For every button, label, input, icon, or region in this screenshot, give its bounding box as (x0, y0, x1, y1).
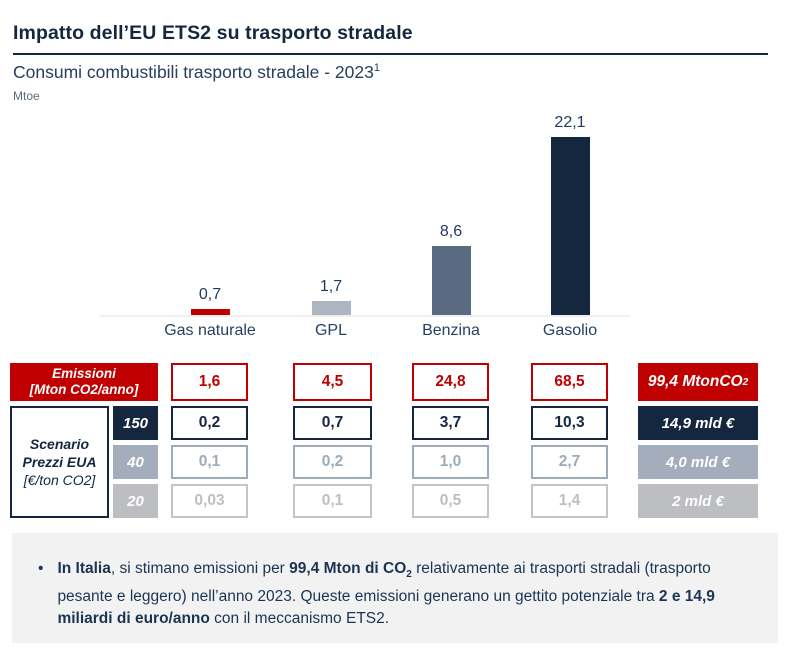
x-axis-category-labels: Gas naturale GPL Benzina Gasolio (0, 322, 790, 346)
footnote-marker: 1 (373, 62, 380, 75)
price-150-value-cell: 0,7 (293, 406, 372, 440)
bar-benzina (431, 246, 471, 315)
price-chip-20: 20 (113, 484, 158, 518)
x-axis-line (100, 315, 630, 317)
price-150-value-cell: 10,3 (531, 406, 608, 440)
price-40-value-cell: 0,2 (293, 445, 372, 479)
emissions-total-subscript: 2 (742, 376, 749, 388)
y-axis-unit-label: Mtoe (13, 89, 40, 103)
summary-note-text: In Italia, si stimano emissioni per 99,4… (57, 560, 715, 628)
chart-title: Consumi combustibili trasporto stradale … (13, 62, 380, 83)
bar-column-gasolio: 22,1 (500, 114, 640, 315)
summary-note: • In Italia, si stimano emissioni per 99… (38, 558, 748, 630)
category-label-gas-naturale: Gas naturale (164, 322, 256, 339)
bar-chart: 0,7 1,7 8,6 22,1 Gas naturale GPL Benzin… (0, 100, 790, 350)
bar-value-label: 22,1 (554, 114, 586, 131)
emissions-header-line1: Emissioni (52, 366, 116, 381)
bar-column-gas-naturale: 0,7 (140, 286, 280, 315)
bullet-marker: • (38, 560, 44, 577)
bar-column-gpl: 1,7 (261, 278, 401, 315)
title-underline (13, 53, 768, 55)
price-150-total-badge: 14,9 mld € (638, 406, 758, 440)
bar-column-benzina: 8,6 (381, 223, 521, 315)
bar-value-label: 0,7 (198, 286, 222, 303)
price-150-value-cell: 3,7 (412, 406, 489, 440)
summary-note-box: • In Italia, si stimano emissioni per 99… (12, 533, 778, 643)
scenario-label-line2: Prezzi EUA (22, 454, 97, 470)
price-40-value-cell: 1,0 (412, 445, 489, 479)
scenario-label-line3: [€/ton CO2] (23, 472, 96, 488)
price-40-total-badge: 4,0 mld € (638, 445, 758, 479)
price-40-value-cell: 0,1 (171, 445, 248, 479)
bar-gasolio (550, 137, 590, 315)
emissions-value-cell: 24,8 (412, 363, 489, 401)
scenario-label-box: Scenario Prezzi EUA [€/ton CO2] (10, 406, 109, 518)
category-label-benzina: Benzina (422, 322, 480, 339)
page-title: Impatto dell’EU ETS2 su trasporto strada… (13, 22, 413, 44)
emissions-total-badge: 99,4 MtonCO 2 (638, 363, 758, 401)
bar-gas-naturale (190, 309, 230, 315)
emissions-row-header: Emissioni [Mton CO2/anno] (10, 363, 158, 401)
price-chip-150: 150 (113, 406, 158, 440)
emissions-total-text: 99,4 MtonCO (647, 373, 743, 390)
price-20-value-cell: 0,1 (293, 484, 372, 518)
bar-value-label: 8,6 (439, 223, 463, 240)
emissions-value-cell: 4,5 (293, 363, 372, 401)
emissions-value-cell: 1,6 (171, 363, 248, 401)
price-chip-40: 40 (113, 445, 158, 479)
price-40-value-cell: 2,7 (531, 445, 608, 479)
emissions-value-cell: 68,5 (531, 363, 608, 401)
price-20-value-cell: 0,03 (171, 484, 248, 518)
price-20-value-cell: 1,4 (531, 484, 608, 518)
price-20-value-cell: 0,5 (412, 484, 489, 518)
price-150-value-cell: 0,2 (171, 406, 248, 440)
price-20-total-badge: 2 mld € (638, 484, 758, 518)
chart-title-text: Consumi combustibili trasporto stradale … (13, 62, 374, 82)
category-label-gpl: GPL (314, 322, 347, 339)
bar-gpl (311, 301, 351, 315)
scenario-label-line1: Scenario (29, 436, 90, 452)
category-label-gasolio: Gasolio (542, 322, 598, 339)
emissions-header-line2: [Mton CO2/anno] (29, 382, 139, 397)
bar-value-label: 1,7 (319, 278, 343, 295)
